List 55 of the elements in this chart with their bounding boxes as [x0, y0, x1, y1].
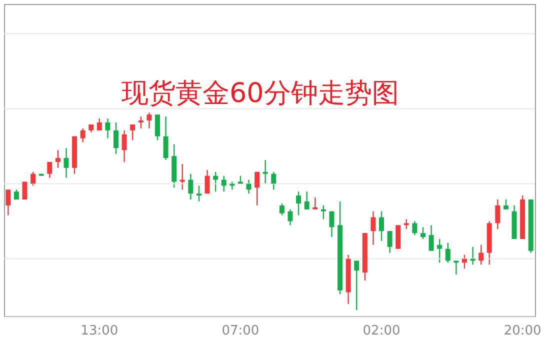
candlestick	[312, 196, 318, 210]
candlestick	[204, 169, 210, 194]
candlestick	[6, 189, 11, 216]
x-tick-label: 20:00	[504, 324, 542, 338]
candlestick	[396, 224, 401, 250]
candlestick	[503, 198, 508, 210]
candlestick	[138, 116, 144, 130]
candlestick	[370, 210, 376, 246]
candlestick	[354, 260, 360, 311]
candlestick	[296, 190, 302, 216]
candlestick	[462, 254, 467, 270]
candlestick	[146, 112, 152, 130]
candlestick	[122, 130, 127, 163]
candlestick	[271, 171, 276, 190]
candlestick	[387, 230, 392, 254]
candlestick	[154, 114, 160, 141]
candlestick	[163, 116, 168, 161]
candlestick	[437, 238, 442, 264]
chart-title: 现货黄金60分钟走势图	[122, 78, 399, 109]
candlestick	[114, 122, 119, 155]
candlestick	[96, 118, 102, 131]
candlestick	[404, 218, 409, 230]
candlestick	[428, 224, 434, 252]
candlestick	[47, 161, 52, 178]
candlestick	[196, 185, 202, 202]
candlestick	[495, 198, 500, 230]
candlestick	[262, 159, 268, 184]
candlestick	[320, 204, 326, 220]
candlestick	[80, 128, 86, 143]
candlestick	[279, 202, 284, 216]
candlestick	[221, 175, 226, 192]
candlestick	[22, 181, 28, 200]
candlestick	[420, 226, 426, 240]
candlestick	[180, 163, 185, 190]
candlestick	[412, 220, 418, 236]
candlestick	[30, 171, 36, 186]
candlestick	[304, 190, 310, 210]
candlestick	[329, 210, 334, 238]
x-tick-label: 13:00	[80, 324, 118, 338]
candlestick	[445, 242, 450, 264]
candlestick	[55, 150, 60, 168]
candlestick	[14, 189, 19, 200]
candlestick	[470, 246, 476, 266]
x-tick-label: 07:00	[222, 324, 260, 338]
candlestick	[288, 208, 293, 226]
candlestick	[64, 148, 69, 178]
candlestick	[379, 210, 384, 242]
candlestick	[246, 179, 252, 194]
candlestick	[105, 118, 110, 139]
candlestick	[478, 244, 484, 266]
candlestick	[454, 260, 459, 276]
candlestick	[188, 173, 194, 200]
candlestick	[254, 171, 260, 206]
candlestick	[130, 124, 136, 141]
x-tick-label: 02:00	[362, 324, 400, 338]
